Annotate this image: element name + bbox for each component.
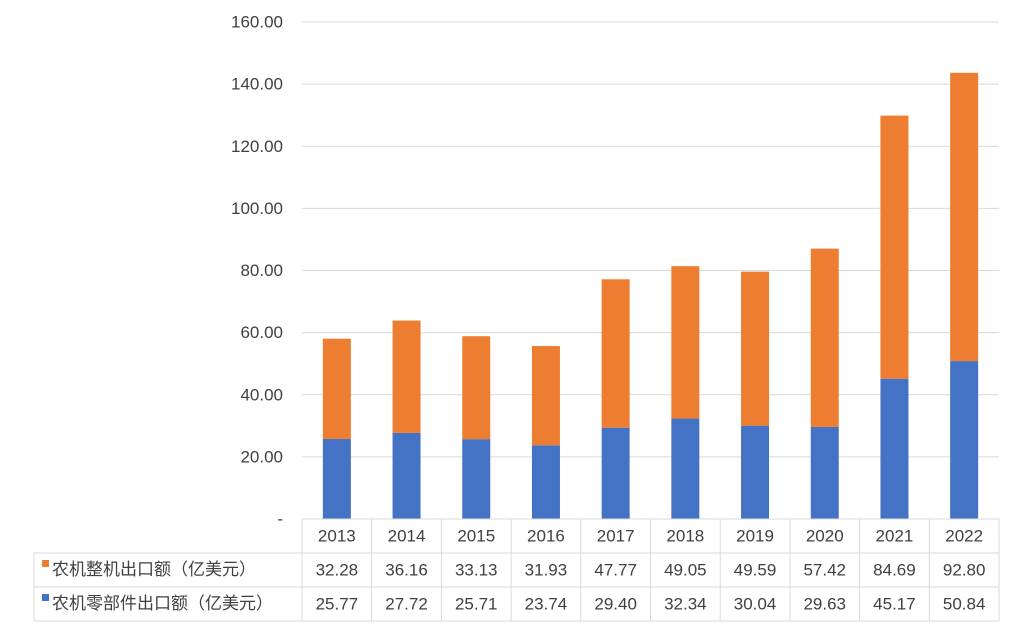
table-value: 32.34 bbox=[664, 595, 707, 614]
y-tick-label: 80.00 bbox=[240, 261, 283, 280]
legend-swatch bbox=[42, 594, 49, 601]
y-tick-label: 160.00 bbox=[231, 13, 283, 32]
x-tick-label: 2016 bbox=[527, 527, 565, 546]
table-value: 25.77 bbox=[316, 595, 359, 614]
table-value: 47.77 bbox=[594, 561, 637, 580]
y-tick-label: - bbox=[277, 510, 283, 529]
y-tick-label: 140.00 bbox=[231, 75, 283, 94]
table-value: 25.71 bbox=[455, 595, 498, 614]
table-value: 30.04 bbox=[734, 595, 777, 614]
bar-machines-2016 bbox=[532, 346, 560, 445]
table-value: 29.63 bbox=[803, 595, 846, 614]
y-tick-label: 60.00 bbox=[240, 323, 283, 342]
x-tick-label: 2022 bbox=[945, 527, 983, 546]
x-tick-label: 2019 bbox=[736, 527, 774, 546]
x-tick-label: 2021 bbox=[876, 527, 914, 546]
bar-parts-2022 bbox=[950, 361, 978, 519]
bar-parts-2018 bbox=[671, 419, 699, 519]
table-value: 33.13 bbox=[455, 561, 498, 580]
legend-label: 农机零部件出口额（亿美元） bbox=[52, 594, 273, 614]
y-tick-label: 100.00 bbox=[231, 199, 283, 218]
table-value: 49.59 bbox=[734, 561, 777, 580]
x-tick-label: 2017 bbox=[597, 527, 635, 546]
bar-machines-2014 bbox=[393, 321, 421, 433]
table-value: 36.16 bbox=[385, 561, 428, 580]
table-value: 32.28 bbox=[316, 561, 359, 580]
table-value: 92.80 bbox=[943, 561, 986, 580]
table-value: 84.69 bbox=[873, 561, 916, 580]
legend-label: 农机整机出口额（亿美元） bbox=[52, 560, 256, 580]
bar-machines-2020 bbox=[811, 249, 839, 427]
table-value: 45.17 bbox=[873, 595, 916, 614]
legend-swatch bbox=[42, 560, 49, 567]
bar-machines-2022 bbox=[950, 73, 978, 361]
bar-machines-2017 bbox=[602, 279, 630, 427]
table-value: 49.05 bbox=[664, 561, 707, 580]
x-tick-label: 2014 bbox=[388, 527, 426, 546]
x-tick-label: 2015 bbox=[457, 527, 495, 546]
bar-parts-2020 bbox=[811, 427, 839, 519]
stacked-bar-chart: - 20.00 40.00 60.00 80.00 100.00 120.00 140.00 1… bbox=[0, 0, 1023, 633]
bar-parts-2013 bbox=[323, 439, 351, 519]
table-value: 31.93 bbox=[525, 561, 568, 580]
y-tick-label: 40.00 bbox=[240, 385, 283, 404]
bar-machines-2015 bbox=[462, 336, 490, 439]
y-tick-label: 20.00 bbox=[240, 447, 283, 466]
bar-machines-2018 bbox=[671, 266, 699, 418]
x-tick-label: 2013 bbox=[318, 527, 356, 546]
bar-parts-2019 bbox=[741, 426, 769, 519]
table-value: 27.72 bbox=[385, 595, 428, 614]
bar-parts-2017 bbox=[602, 428, 630, 519]
bar-machines-2013 bbox=[323, 339, 351, 439]
table-value: 57.42 bbox=[803, 561, 846, 580]
table-value: 23.74 bbox=[525, 595, 568, 614]
x-tick-label: 2020 bbox=[806, 527, 844, 546]
bar-machines-2019 bbox=[741, 272, 769, 426]
bar-parts-2014 bbox=[393, 433, 421, 519]
x-tick-label: 2018 bbox=[666, 527, 704, 546]
table-value: 50.84 bbox=[943, 595, 986, 614]
bar-parts-2021 bbox=[880, 379, 908, 519]
table-value: 29.40 bbox=[594, 595, 637, 614]
y-tick-label: 120.00 bbox=[231, 137, 283, 156]
bar-parts-2015 bbox=[462, 439, 490, 519]
bar-machines-2021 bbox=[880, 116, 908, 379]
bar-parts-2016 bbox=[532, 445, 560, 519]
